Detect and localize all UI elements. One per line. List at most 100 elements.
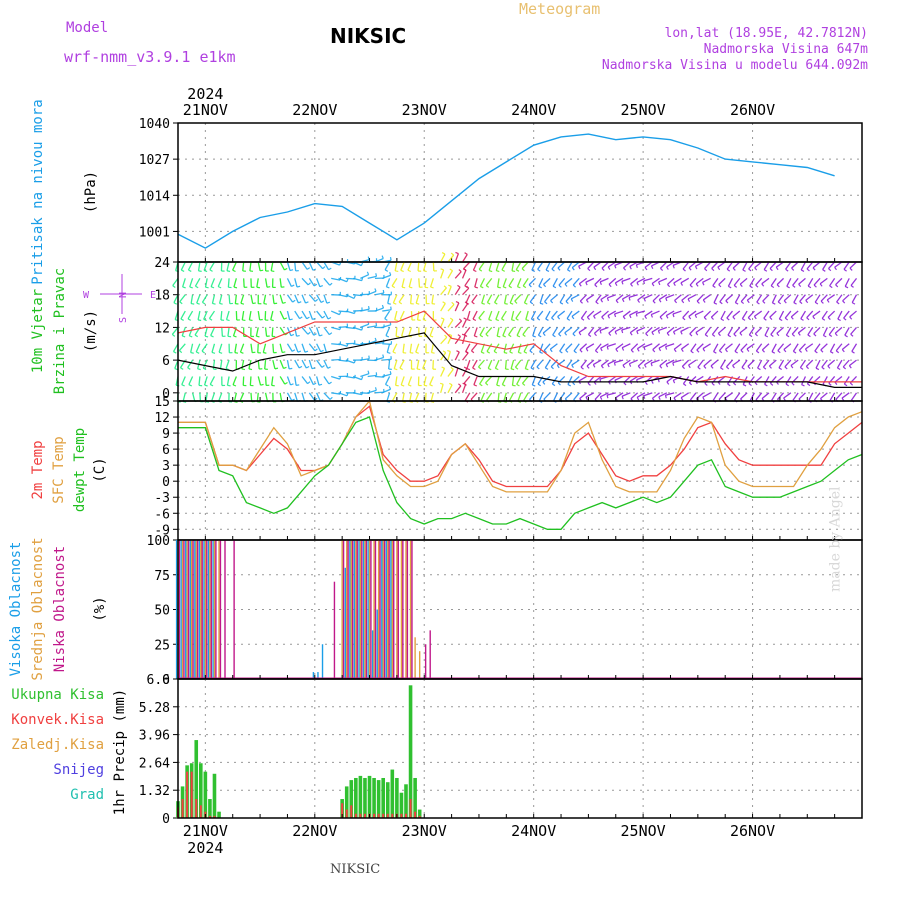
wind-barb bbox=[718, 277, 726, 286]
wind-barb bbox=[564, 326, 573, 334]
wind-barb bbox=[264, 376, 267, 386]
wind-barb-flag bbox=[517, 286, 521, 289]
wind-barb bbox=[571, 310, 580, 317]
wind-barb-flag bbox=[387, 302, 391, 305]
wind-barb bbox=[225, 359, 230, 369]
wind-barb bbox=[529, 294, 537, 303]
wind-barb-flag bbox=[813, 284, 817, 288]
wind-barb-flag bbox=[559, 350, 563, 354]
x-day-label-bottom: 22NOV bbox=[292, 822, 337, 840]
wind-barb bbox=[539, 294, 544, 304]
wind-barb-flag bbox=[769, 268, 773, 272]
wind-barb-flag bbox=[173, 351, 177, 354]
wind-barb bbox=[502, 278, 507, 288]
wind-barb-flag bbox=[536, 317, 541, 321]
wind-barb bbox=[821, 359, 828, 368]
temp-line-dewpoint bbox=[178, 416, 863, 530]
wind-barb bbox=[511, 261, 515, 271]
wind-barb-flag bbox=[502, 384, 506, 387]
wind-barb-flag bbox=[360, 262, 364, 266]
wind-barb bbox=[464, 392, 471, 401]
wind-barb-flag bbox=[613, 362, 616, 366]
wind-barb-flag bbox=[463, 382, 467, 386]
precip-bar bbox=[391, 813, 394, 818]
wind-barb-flag bbox=[822, 269, 826, 272]
wind-barb-flag bbox=[792, 284, 796, 288]
wind-barb-flag bbox=[637, 365, 641, 369]
wind-barb bbox=[323, 376, 330, 385]
cloud-low-label: Niska Oblacnost bbox=[52, 546, 68, 672]
wind-barb-flag bbox=[812, 267, 816, 271]
wind-barb-flag bbox=[586, 316, 590, 320]
wind-barb bbox=[308, 310, 314, 320]
wind-barb-flag bbox=[651, 380, 654, 384]
wind-barb-flag bbox=[284, 267, 288, 271]
pressure-axis-label: Pritisak na nivou mora bbox=[30, 99, 46, 284]
wind-barb-flag bbox=[466, 368, 471, 371]
wind-barb bbox=[570, 294, 580, 300]
wind-barb-flag bbox=[712, 334, 716, 337]
wind-barb bbox=[829, 277, 836, 287]
wind-barb-flag bbox=[374, 288, 377, 292]
wind-barb-flag bbox=[672, 380, 676, 384]
wind-barb bbox=[454, 253, 460, 263]
wind-barb bbox=[564, 277, 573, 285]
wind-barb bbox=[607, 294, 616, 299]
wind-barb-flag bbox=[770, 285, 775, 289]
wind-barb-flag bbox=[622, 316, 626, 320]
wind-barb-flag bbox=[571, 267, 575, 271]
wind-barb bbox=[257, 360, 260, 370]
wind-barb bbox=[600, 294, 609, 301]
wind-barb bbox=[493, 294, 500, 303]
precip-bar bbox=[341, 803, 344, 818]
wind-barb-flag bbox=[516, 334, 521, 338]
wind-barb bbox=[658, 326, 668, 332]
wind-barb bbox=[556, 359, 566, 366]
wind-barb-flag bbox=[801, 384, 805, 387]
wind-barb bbox=[416, 310, 420, 321]
wind-barb-flag bbox=[704, 382, 708, 386]
wind-barb bbox=[695, 277, 704, 285]
wind-barb-flag bbox=[812, 316, 816, 320]
wind-barb-flag bbox=[688, 267, 692, 271]
wind-barb bbox=[636, 326, 646, 332]
wind-barb-flag bbox=[659, 267, 664, 271]
wind-barb bbox=[203, 310, 208, 320]
precip-legend-item: Konvek.Kisa bbox=[11, 712, 104, 728]
wind-barb bbox=[725, 294, 733, 302]
wind-barb bbox=[323, 294, 328, 304]
wind-barb bbox=[478, 261, 485, 270]
precip-bar bbox=[181, 799, 184, 818]
wind-barb-flag bbox=[702, 282, 705, 286]
wind-barb-flag bbox=[529, 350, 533, 354]
wind-barb-flag bbox=[644, 267, 648, 271]
wind-barb-flag bbox=[844, 383, 848, 387]
wind-barb-flag bbox=[650, 314, 654, 318]
wind-barb-flag bbox=[585, 348, 589, 352]
wind-barb bbox=[614, 326, 624, 333]
wind-barb bbox=[218, 294, 223, 304]
wind-barb bbox=[734, 392, 741, 401]
wind-barb-flag bbox=[338, 311, 342, 315]
wind-barb bbox=[777, 343, 785, 352]
wind-barb bbox=[594, 392, 602, 400]
wind-barb bbox=[822, 261, 828, 270]
wind-barb bbox=[741, 310, 748, 320]
wind-barb bbox=[386, 343, 391, 353]
wind-barb-flag bbox=[658, 299, 662, 303]
y-tick-label: 0 bbox=[162, 673, 170, 688]
wind-barb-flag bbox=[181, 384, 185, 387]
wind-barb-flag bbox=[717, 332, 721, 337]
wind-barb bbox=[308, 294, 316, 302]
pressure-line bbox=[177, 133, 835, 249]
wind-barb-flag bbox=[367, 256, 370, 260]
y-tick-label: 0 bbox=[162, 387, 170, 402]
wind-barb-flag bbox=[673, 348, 677, 353]
wind-barb-flag bbox=[241, 368, 246, 371]
wind-barb bbox=[203, 376, 208, 386]
wind-barb-flag bbox=[696, 300, 700, 304]
wind-barb-flag bbox=[474, 286, 478, 289]
wind-barb bbox=[850, 326, 858, 335]
wind-barb-flag bbox=[572, 333, 576, 337]
wind-barb-flag bbox=[544, 301, 548, 305]
